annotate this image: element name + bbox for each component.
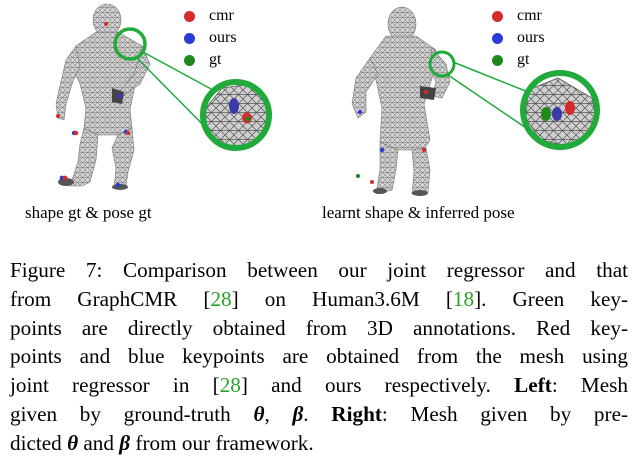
green-dot-icon bbox=[492, 54, 503, 66]
caption-bold-right: Right bbox=[331, 401, 382, 426]
legend-item-gt: gt bbox=[492, 49, 545, 71]
caption-line-6: given by ground-truth θ, β. Right: Mesh … bbox=[10, 400, 628, 429]
right-mesh-body bbox=[351, 6, 451, 196]
caption-line-3: points are directly obtained from 3D ann… bbox=[10, 314, 628, 343]
figure-artwork bbox=[55, 3, 600, 196]
caption-text: : Mesh given by pre- bbox=[381, 401, 629, 426]
citation-link[interactable]: 28 bbox=[210, 286, 232, 311]
legend-label: cmr bbox=[517, 7, 542, 24]
right-panel-caption: learnt shape & inferred pose bbox=[322, 203, 515, 222]
caption-text: joint regressor in [ bbox=[10, 373, 220, 398]
caption-line-4: points and blue keypoints are obtained f… bbox=[10, 342, 628, 371]
legend-label: ours bbox=[209, 29, 237, 46]
blue-dot-icon bbox=[492, 32, 503, 44]
caption-text: ] and ours respectively. bbox=[240, 373, 515, 398]
caption-text: dicted bbox=[10, 430, 68, 455]
left-zoom-callout bbox=[113, 27, 272, 151]
legend-label: gt bbox=[209, 51, 222, 68]
right-legend: cmr ours gt bbox=[492, 5, 545, 71]
blue-dot-icon bbox=[184, 32, 195, 44]
legend-item-cmr: cmr bbox=[492, 5, 545, 27]
legend-item-ours: ours bbox=[184, 27, 237, 49]
caption-bold-left: Left bbox=[514, 373, 552, 398]
caption-text: from our framework. bbox=[130, 430, 314, 455]
legend-item-cmr: cmr bbox=[184, 5, 237, 27]
caption-text: . bbox=[303, 401, 332, 426]
caption-text: and bbox=[78, 430, 120, 455]
citation-link[interactable]: 28 bbox=[219, 373, 241, 398]
beta-symbol: β bbox=[292, 401, 304, 426]
red-dot-icon bbox=[492, 10, 503, 22]
left-legend: cmr ours gt bbox=[184, 5, 237, 71]
theta-symbol: θ bbox=[253, 401, 265, 426]
caption-text: ] on Human3.6M [ bbox=[231, 286, 453, 311]
figure-caption: Figure 7: Comparison between our joint r… bbox=[10, 256, 628, 458]
caption-line-5: joint regressor in [28] and ours respect… bbox=[10, 371, 628, 400]
caption-text: : Mesh bbox=[551, 373, 628, 398]
caption-text: given by ground-truth bbox=[10, 401, 254, 426]
caption-text: points are directly obtained from 3D ann… bbox=[10, 315, 628, 340]
caption-text: ]. Green key- bbox=[474, 286, 628, 311]
caption-text: points and blue keypoints are obtained f… bbox=[10, 344, 628, 369]
legend-item-gt: gt bbox=[184, 49, 237, 71]
caption-line-1: Figure 7: Comparison between our joint r… bbox=[10, 256, 628, 285]
beta-symbol: β bbox=[119, 430, 131, 455]
right-zoom-callout bbox=[428, 50, 600, 150]
theta-symbol: θ bbox=[67, 430, 79, 455]
caption-line-7: dicted θ and β from our framework. bbox=[10, 429, 628, 458]
left-panel-caption: shape gt & pose gt bbox=[25, 203, 152, 222]
legend-label: cmr bbox=[209, 7, 234, 24]
legend-label: gt bbox=[517, 51, 530, 68]
caption-line-2: from GraphCMR [28] on Human3.6M [18]. Gr… bbox=[10, 285, 628, 314]
legend-item-ours: ours bbox=[492, 27, 545, 49]
caption-text: from GraphCMR [ bbox=[10, 286, 211, 311]
caption-text: Figure 7: Comparison between our joint r… bbox=[10, 258, 628, 282]
caption-text: , bbox=[264, 401, 293, 426]
legend-label: ours bbox=[517, 29, 545, 46]
citation-link[interactable]: 18 bbox=[452, 286, 475, 311]
green-dot-icon bbox=[184, 54, 195, 66]
red-dot-icon bbox=[184, 10, 195, 22]
